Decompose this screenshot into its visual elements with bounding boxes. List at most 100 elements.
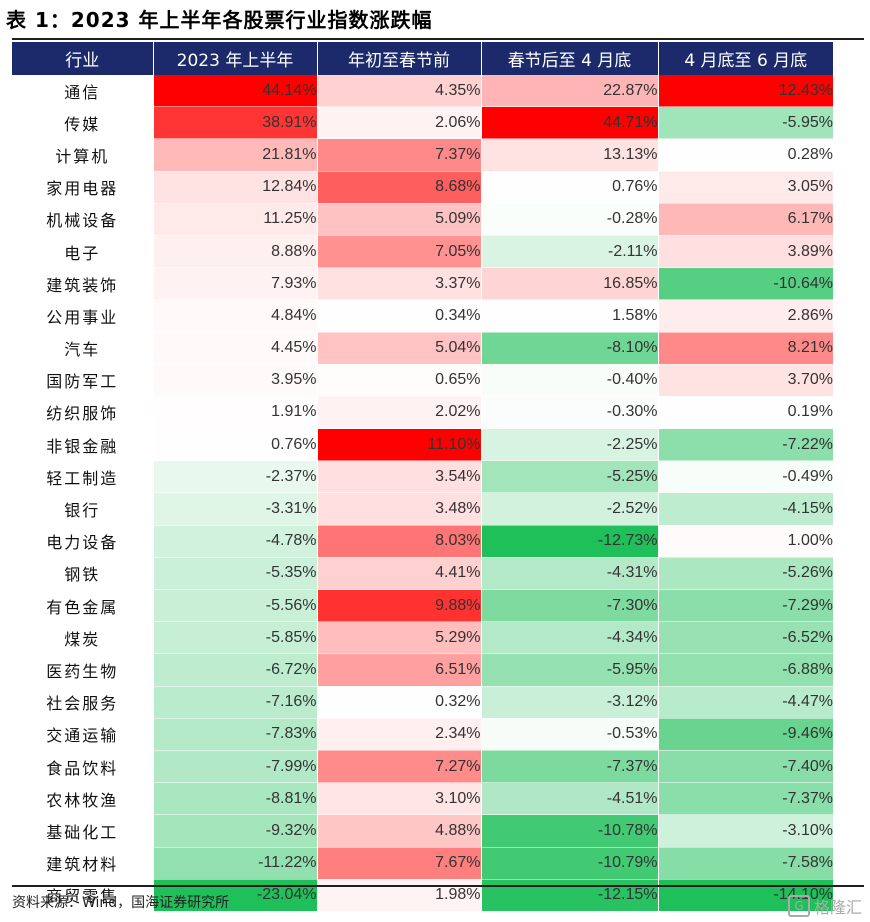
watermark-text: 格隆汇 xyxy=(813,898,862,917)
value-cell: -7.83% xyxy=(153,718,318,751)
value-cell: 7.05% xyxy=(317,235,482,269)
value-cell: 0.34% xyxy=(317,299,482,333)
industry-name: 电力设备 xyxy=(12,525,154,558)
table-row: 基础化工 -9.32% 4.88% -10.78% -3.10% xyxy=(12,814,833,848)
value-cell: -8.10% xyxy=(481,332,659,365)
value-cell: -10.64% xyxy=(658,267,833,301)
value-cell: 21.81% xyxy=(153,138,318,172)
table-row: 社会服务 -7.16% 0.32% -3.12% -4.47% xyxy=(12,686,833,719)
value-cell: 44.71% xyxy=(481,106,659,140)
value-cell: 3.95% xyxy=(153,364,318,397)
industry-name: 建筑装饰 xyxy=(12,267,154,301)
table-row: 建筑材料 -11.22% 7.67% -10.79% -7.58% xyxy=(12,847,833,880)
table-row: 电力设备 -4.78% 8.03% -12.73% 1.00% xyxy=(12,525,833,558)
returns-table: 行业 2023 年上半年 年初至春节前 春节后至 4 月底 4 月底至 6 月底… xyxy=(12,42,833,912)
value-cell: -3.12% xyxy=(481,686,659,719)
value-cell: 5.29% xyxy=(317,621,482,655)
value-cell: 4.84% xyxy=(153,299,318,333)
value-cell: -6.72% xyxy=(153,653,318,687)
value-cell: 3.05% xyxy=(658,171,833,204)
source-note: 资料来源：Wind，国海证券研究所 xyxy=(12,895,230,911)
industry-name: 通信 xyxy=(12,75,154,108)
value-cell: -5.35% xyxy=(153,557,318,591)
table-row: 食品饮料 -7.99% 7.27% -7.37% -7.40% xyxy=(12,750,833,784)
value-cell: -4.31% xyxy=(481,557,659,591)
value-cell: 2.02% xyxy=(317,396,482,430)
table-row: 煤炭 -5.85% 5.29% -4.34% -6.52% xyxy=(12,621,833,655)
industry-name: 公用事业 xyxy=(12,299,154,333)
table-row: 交通运输 -7.83% 2.34% -0.53% -9.46% xyxy=(12,718,833,751)
value-cell: -9.46% xyxy=(658,718,833,751)
value-cell: -7.37% xyxy=(481,750,659,784)
value-cell: 13.13% xyxy=(481,138,659,172)
value-cell: -5.95% xyxy=(481,653,659,687)
value-cell: -2.11% xyxy=(481,235,659,269)
value-cell: -6.52% xyxy=(658,621,833,655)
value-cell: -4.47% xyxy=(658,686,833,719)
industry-name: 建筑材料 xyxy=(12,847,154,880)
value-cell: 1.00% xyxy=(658,525,833,558)
value-cell: 7.93% xyxy=(153,267,318,301)
value-cell: 8.68% xyxy=(317,171,482,204)
value-cell: -5.56% xyxy=(153,589,318,623)
industry-name: 轻工制造 xyxy=(12,460,154,494)
watermark: G 格隆汇 xyxy=(787,894,862,918)
industry-name: 电子 xyxy=(12,235,154,269)
value-cell: 7.27% xyxy=(317,750,482,784)
value-cell: -4.34% xyxy=(481,621,659,655)
value-cell: -3.10% xyxy=(658,814,833,848)
table-row: 通信 44.14% 4.35% 22.87% 12.43% xyxy=(12,75,833,108)
value-cell: 3.37% xyxy=(317,267,482,301)
value-cell: -4.15% xyxy=(658,492,833,526)
column-header-industry: 行业 xyxy=(12,42,154,75)
value-cell: -11.22% xyxy=(153,847,318,880)
table-row: 纺织服饰 1.91% 2.02% -0.30% 0.19% xyxy=(12,396,833,430)
value-cell: 12.43% xyxy=(658,75,833,108)
value-cell: 1.91% xyxy=(153,396,318,430)
industry-name: 计算机 xyxy=(12,138,154,172)
value-cell: -2.37% xyxy=(153,460,318,494)
value-cell: -6.88% xyxy=(658,653,833,687)
value-cell: 9.88% xyxy=(317,589,482,623)
value-cell: 4.88% xyxy=(317,814,482,848)
value-cell: 8.03% xyxy=(317,525,482,558)
industry-name: 交通运输 xyxy=(12,718,154,751)
value-cell: -7.29% xyxy=(658,589,833,623)
industry-name: 传媒 xyxy=(12,106,154,140)
value-cell: 1.98% xyxy=(317,879,482,912)
value-cell: -5.25% xyxy=(481,460,659,494)
industry-name: 商贸零售 xyxy=(12,879,154,912)
value-cell: -5.26% xyxy=(658,557,833,591)
value-cell: -12.15% xyxy=(481,879,659,912)
value-cell: -0.53% xyxy=(481,718,659,751)
table-row: 家用电器 12.84% 8.68% 0.76% 3.05% xyxy=(12,171,833,204)
industry-name: 家用电器 xyxy=(12,171,154,204)
value-cell: 0.76% xyxy=(481,171,659,204)
value-cell: 2.86% xyxy=(658,299,833,333)
value-cell: 5.04% xyxy=(317,332,482,365)
industry-name: 煤炭 xyxy=(12,621,154,655)
value-cell: -7.58% xyxy=(658,847,833,880)
value-cell: 0.65% xyxy=(317,364,482,397)
value-cell: -2.25% xyxy=(481,428,659,462)
industry-name: 医药生物 xyxy=(12,653,154,687)
industry-name: 食品饮料 xyxy=(12,750,154,784)
value-cell: 5.09% xyxy=(317,203,482,236)
value-cell: 16.85% xyxy=(481,267,659,301)
watermark-logo-icon: G xyxy=(787,895,810,917)
value-cell: 6.51% xyxy=(317,653,482,687)
industry-name: 银行 xyxy=(12,492,154,526)
value-cell: -5.85% xyxy=(153,621,318,655)
value-cell: -9.32% xyxy=(153,814,318,848)
value-cell: -4.78% xyxy=(153,525,318,558)
value-cell: 38.91% xyxy=(153,106,318,140)
value-cell: -7.16% xyxy=(153,686,318,719)
table-row: 有色金属 -5.56% 9.88% -7.30% -7.29% xyxy=(12,589,833,623)
value-cell: 4.45% xyxy=(153,332,318,365)
table-row: 非银金融 0.76% 11.10% -2.25% -7.22% xyxy=(12,428,833,462)
table-row: 银行 -3.31% 3.48% -2.52% -4.15% xyxy=(12,492,833,526)
value-cell: 0.32% xyxy=(317,686,482,719)
industry-name: 有色金属 xyxy=(12,589,154,623)
value-cell: -7.40% xyxy=(658,750,833,784)
bottom-rule xyxy=(12,885,864,887)
